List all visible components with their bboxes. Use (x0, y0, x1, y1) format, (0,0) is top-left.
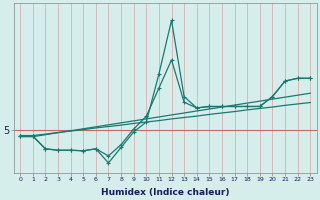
X-axis label: Humidex (Indice chaleur): Humidex (Indice chaleur) (101, 188, 229, 197)
